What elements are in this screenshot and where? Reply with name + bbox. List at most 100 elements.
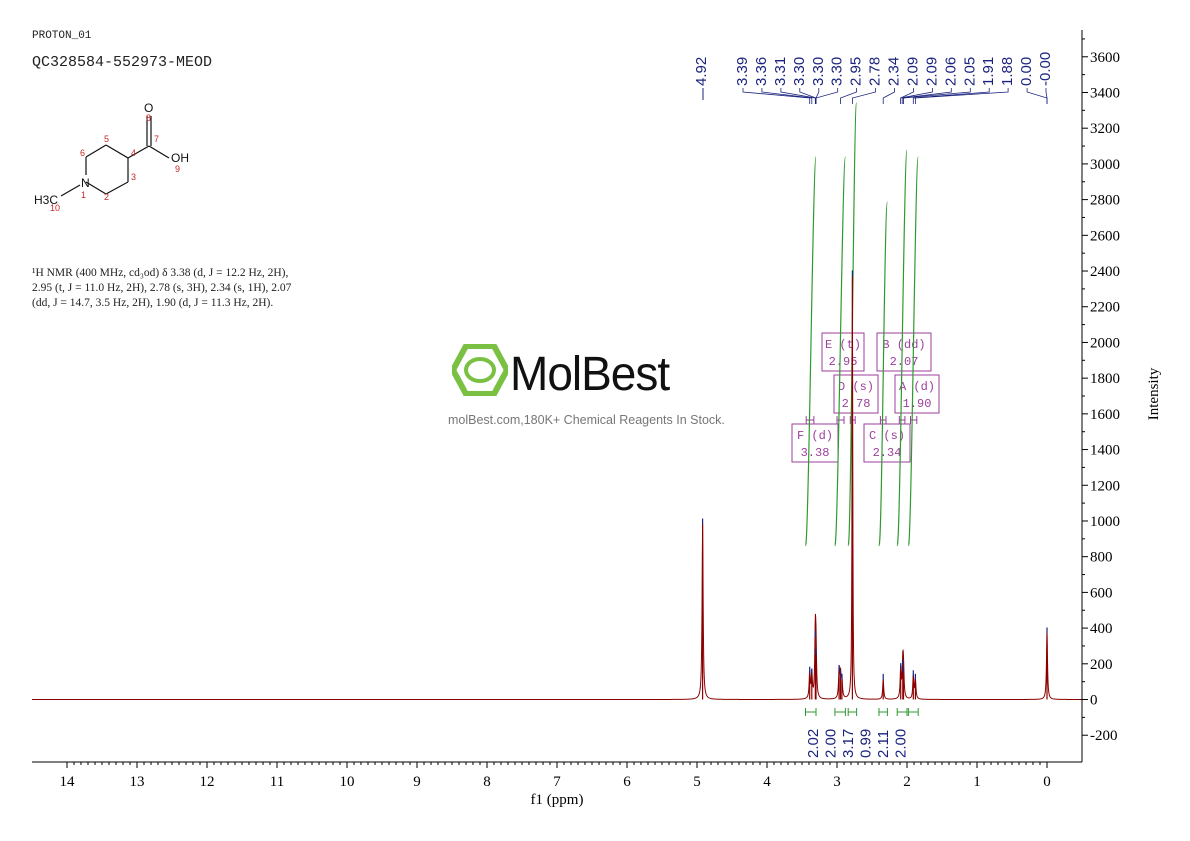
y-tick-label: 1600 <box>1090 407 1120 423</box>
y-tick-label: 2200 <box>1090 300 1120 316</box>
peak-label: 1.91 <box>980 57 997 86</box>
x-axis-label: f1 (ppm) <box>531 792 584 808</box>
peak-label: 2.78 <box>867 57 884 86</box>
multiplet-label: A (d) <box>899 380 935 394</box>
integral-curve <box>896 149 908 546</box>
multiplet-box <box>821 332 865 372</box>
multiplet-label: C (s) <box>869 429 905 443</box>
y-tick-label: 1000 <box>1090 514 1120 530</box>
atom-number-8: 8 <box>146 113 151 123</box>
nmr-description-line-1: ¹H NMR (400 MHz, cd₃od) δ 3.38 (d, J = 1… <box>32 267 289 279</box>
y-tick-label: 1400 <box>1090 443 1120 459</box>
y-tick-label: 2400 <box>1090 264 1120 280</box>
peak-label: 2.34 <box>886 57 903 86</box>
multiplet-shift: 2.95 <box>829 355 858 369</box>
multiplet-box <box>894 374 940 414</box>
integral-value: 0.99 <box>858 729 875 758</box>
benzene-logo-icon <box>452 344 508 396</box>
integral-value: 2.00 <box>893 729 910 758</box>
peak-label: 4.92 <box>693 57 710 86</box>
x-tick-label: 14 <box>60 774 76 790</box>
multiplet-box <box>863 423 911 463</box>
integral-curve <box>834 156 846 546</box>
peak-label: 2.05 <box>961 57 978 86</box>
x-tick-label: 2 <box>903 774 911 790</box>
atom-number-2: 2 <box>104 192 109 202</box>
atom-number-1: 1 <box>81 190 86 200</box>
y-tick-label: 600 <box>1090 585 1113 601</box>
peak-label: 3.31 <box>772 57 789 86</box>
integral-value: 3.17 <box>840 729 857 758</box>
x-tick-label: 11 <box>270 774 284 790</box>
y-axis-label: Intensity <box>1146 367 1162 420</box>
peak-label-connector <box>1045 88 1048 104</box>
y-tick-label: 1200 <box>1090 478 1120 494</box>
peak-label: 3.30 <box>829 57 846 86</box>
peak-label-connector <box>912 88 990 104</box>
atom-methyl: H3C <box>34 193 58 207</box>
peak-label-connector <box>852 88 876 104</box>
atom-number-9: 9 <box>175 164 180 174</box>
multiplet-box <box>876 332 932 372</box>
peak-label: 2.09 <box>923 57 940 86</box>
x-tick-label: 13 <box>130 774 145 790</box>
peak-label: 2.09 <box>904 57 921 86</box>
y-tick-label: 3400 <box>1090 85 1120 101</box>
integral-curve <box>878 201 888 546</box>
watermark-tagline: molBest.com,180K+ Chemical Reagents In S… <box>448 413 725 427</box>
y-tick-label: 800 <box>1090 550 1113 566</box>
atom-number-6: 6 <box>80 148 85 158</box>
peak-label-connector <box>780 88 816 104</box>
atom-nitrogen: N <box>81 176 90 190</box>
multiplet-label: B (dd) <box>882 338 925 352</box>
multiplet-shift: 3.38 <box>801 446 830 460</box>
atom-number-5: 5 <box>104 134 109 144</box>
x-tick-label: 9 <box>413 774 421 790</box>
integral-value: 2.02 <box>805 729 822 758</box>
integral-curve <box>804 156 817 546</box>
multiplet-box <box>833 374 879 414</box>
multiplet-shift: 2.07 <box>890 355 919 369</box>
multiplet-label: D (s) <box>838 380 874 394</box>
nmr-description-line-2: 2.95 (t, J = 11.0 Hz, 2H), 2.78 (s, 3H),… <box>32 282 292 294</box>
peak-label: -0.00 <box>1037 52 1054 86</box>
spectrum-trace <box>32 276 1082 701</box>
x-tick-label: 12 <box>200 774 215 790</box>
peak-label: 1.88 <box>999 57 1016 86</box>
molecule-structure: O OH N H3C 1 2 3 4 5 6 7 8 9 10 <box>34 101 189 213</box>
atom-hydroxyl: OH <box>171 151 189 165</box>
atom-number-10: 10 <box>50 203 60 213</box>
peak-label-connector <box>882 88 895 104</box>
sample-name: QC328584-552973-MEOD <box>32 54 213 71</box>
x-tick-label: 3 <box>833 774 841 790</box>
x-tick-label: 0 <box>1043 774 1051 790</box>
atom-number-4: 4 <box>131 148 136 158</box>
x-tick-label: 4 <box>763 774 771 790</box>
peak-label-connector <box>900 88 933 104</box>
peak-label-connector <box>1026 88 1048 104</box>
peak-label-connector <box>840 88 857 104</box>
x-tick-label: 7 <box>553 774 561 790</box>
multiplet-label: F (d) <box>797 429 833 443</box>
x-tick-label: 1 <box>973 774 981 790</box>
multiplet-shift: 1.90 <box>903 397 932 411</box>
y-tick-label: 2800 <box>1090 193 1120 209</box>
peak-label-connector <box>815 88 839 104</box>
y-tick-label: 400 <box>1090 621 1113 637</box>
peak-label: 0.00 <box>1018 57 1035 86</box>
y-tick-label: -200 <box>1090 728 1118 744</box>
peak-label-connector <box>761 88 813 104</box>
y-tick-label: 200 <box>1090 657 1113 673</box>
integral-curve <box>907 156 919 546</box>
y-tick-label: 3600 <box>1090 50 1120 66</box>
nmr-description: ¹H NMR (400 MHz, cd₃od) δ 3.38 (d, J = 1… <box>32 266 372 311</box>
x-tick-label: 5 <box>693 774 701 790</box>
atom-number-3: 3 <box>131 172 136 182</box>
atom-oxygen: O <box>144 101 153 115</box>
peak-label: 3.36 <box>753 57 770 86</box>
peak-label: 3.30 <box>810 57 827 86</box>
integral-value: 2.00 <box>823 729 840 758</box>
peak-label-connector <box>815 88 820 104</box>
x-tick-label: 8 <box>483 774 491 790</box>
